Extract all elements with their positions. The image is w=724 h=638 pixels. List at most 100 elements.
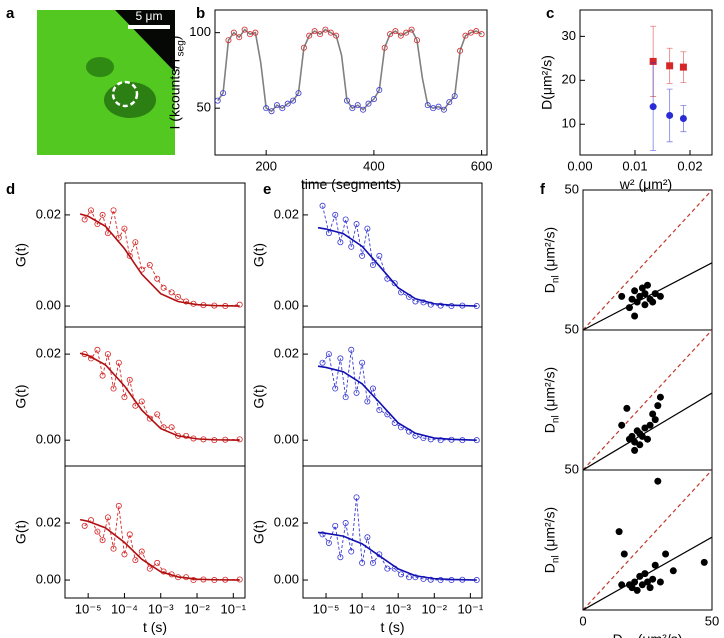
y-tick-label: 50 (197, 100, 211, 115)
marker (641, 290, 649, 298)
marker (623, 404, 631, 412)
dashed-line (84, 348, 240, 441)
y-tick-label: 50 (565, 461, 579, 476)
marker (110, 385, 117, 392)
image-blob (86, 57, 114, 77)
marker (398, 571, 405, 578)
panel-label: a (6, 5, 15, 22)
x-axis-label-text: w² (μm²) (619, 176, 672, 192)
marker (651, 561, 659, 569)
x-tick-label: 600 (471, 158, 493, 173)
y-axis-label: Dnl (μm²/s) (541, 367, 561, 433)
x-axis-label: t (s) (143, 619, 167, 635)
y-axis-label-text: G(t) (12, 243, 28, 267)
marker (478, 31, 485, 38)
marker (342, 394, 349, 401)
micrograph: 5 μm (37, 9, 175, 155)
line (317, 531, 477, 581)
marker (656, 393, 664, 401)
marker (154, 275, 161, 282)
reference-line (583, 392, 712, 470)
marker (337, 239, 344, 246)
panel-label: b (196, 5, 205, 22)
scale-label: 5 μm (136, 9, 163, 23)
panel-label: f (540, 181, 546, 198)
marker (183, 432, 190, 439)
marker (631, 312, 639, 320)
marker (348, 243, 355, 250)
marker (679, 63, 687, 71)
x-tick-label: 10⁻² (184, 601, 210, 616)
marker (126, 376, 133, 383)
marker (628, 584, 636, 592)
x-tick-label: 10⁻⁵ (75, 601, 102, 616)
marker (446, 99, 453, 106)
marker (342, 216, 349, 223)
marker (88, 207, 95, 214)
marker (636, 572, 644, 580)
marker (343, 97, 350, 104)
marker (300, 44, 307, 51)
marker (408, 26, 415, 33)
marker (631, 287, 639, 295)
marker (638, 284, 646, 292)
x-tick-label: 10⁻³ (148, 601, 174, 616)
marker (319, 531, 326, 538)
marker (451, 93, 458, 100)
y-axis-label: Dnl (μm²/s) (541, 227, 561, 293)
marker (94, 346, 101, 353)
marker (636, 292, 644, 300)
plot-area (215, 26, 485, 115)
marker (115, 234, 122, 241)
y-tick-label: 50 (565, 321, 579, 336)
plot-area (583, 330, 712, 470)
marker (325, 351, 332, 358)
marker (406, 574, 413, 581)
marker (437, 577, 444, 584)
marker (633, 586, 641, 594)
reference-line (583, 190, 712, 330)
marker (138, 548, 145, 555)
marker (369, 385, 376, 392)
y-axis-label-subscript: nl (551, 415, 562, 423)
marker (649, 410, 657, 418)
marker (666, 62, 674, 70)
marker (342, 520, 349, 527)
line (317, 365, 477, 441)
line (79, 518, 240, 581)
chart: 0.00 0.02 (274, 326, 483, 467)
marker (631, 438, 639, 446)
y-axis-label-text: G(t) (250, 520, 266, 544)
marker (669, 567, 677, 575)
marker (649, 575, 657, 583)
marker (646, 584, 654, 592)
marker (99, 372, 106, 379)
marker (620, 550, 628, 558)
marker (333, 32, 340, 39)
plot-area (649, 25, 687, 152)
marker (354, 102, 361, 109)
y-axis-label-text: G(t) (250, 384, 266, 408)
x-tick-label: 0 (579, 613, 586, 628)
y-tick-label: 0.00 (274, 297, 299, 312)
marker (225, 37, 232, 44)
chart: 0.00 0.02 (274, 182, 483, 328)
marker (369, 262, 376, 269)
x-tick-label: 10⁻¹ (458, 601, 484, 616)
dashed-line (84, 209, 240, 307)
plot-frame (579, 9, 713, 156)
marker (311, 28, 318, 35)
marker (126, 252, 133, 259)
plot-frame (214, 9, 488, 156)
marker (462, 32, 469, 39)
marker (424, 102, 431, 109)
marker (387, 31, 394, 38)
marker (440, 106, 447, 113)
marker (359, 359, 366, 366)
y-axis-label: Dnl (μm²/s) (541, 507, 561, 573)
marker (306, 32, 313, 39)
marker (369, 559, 376, 566)
marker (115, 502, 122, 509)
marker (656, 292, 664, 300)
